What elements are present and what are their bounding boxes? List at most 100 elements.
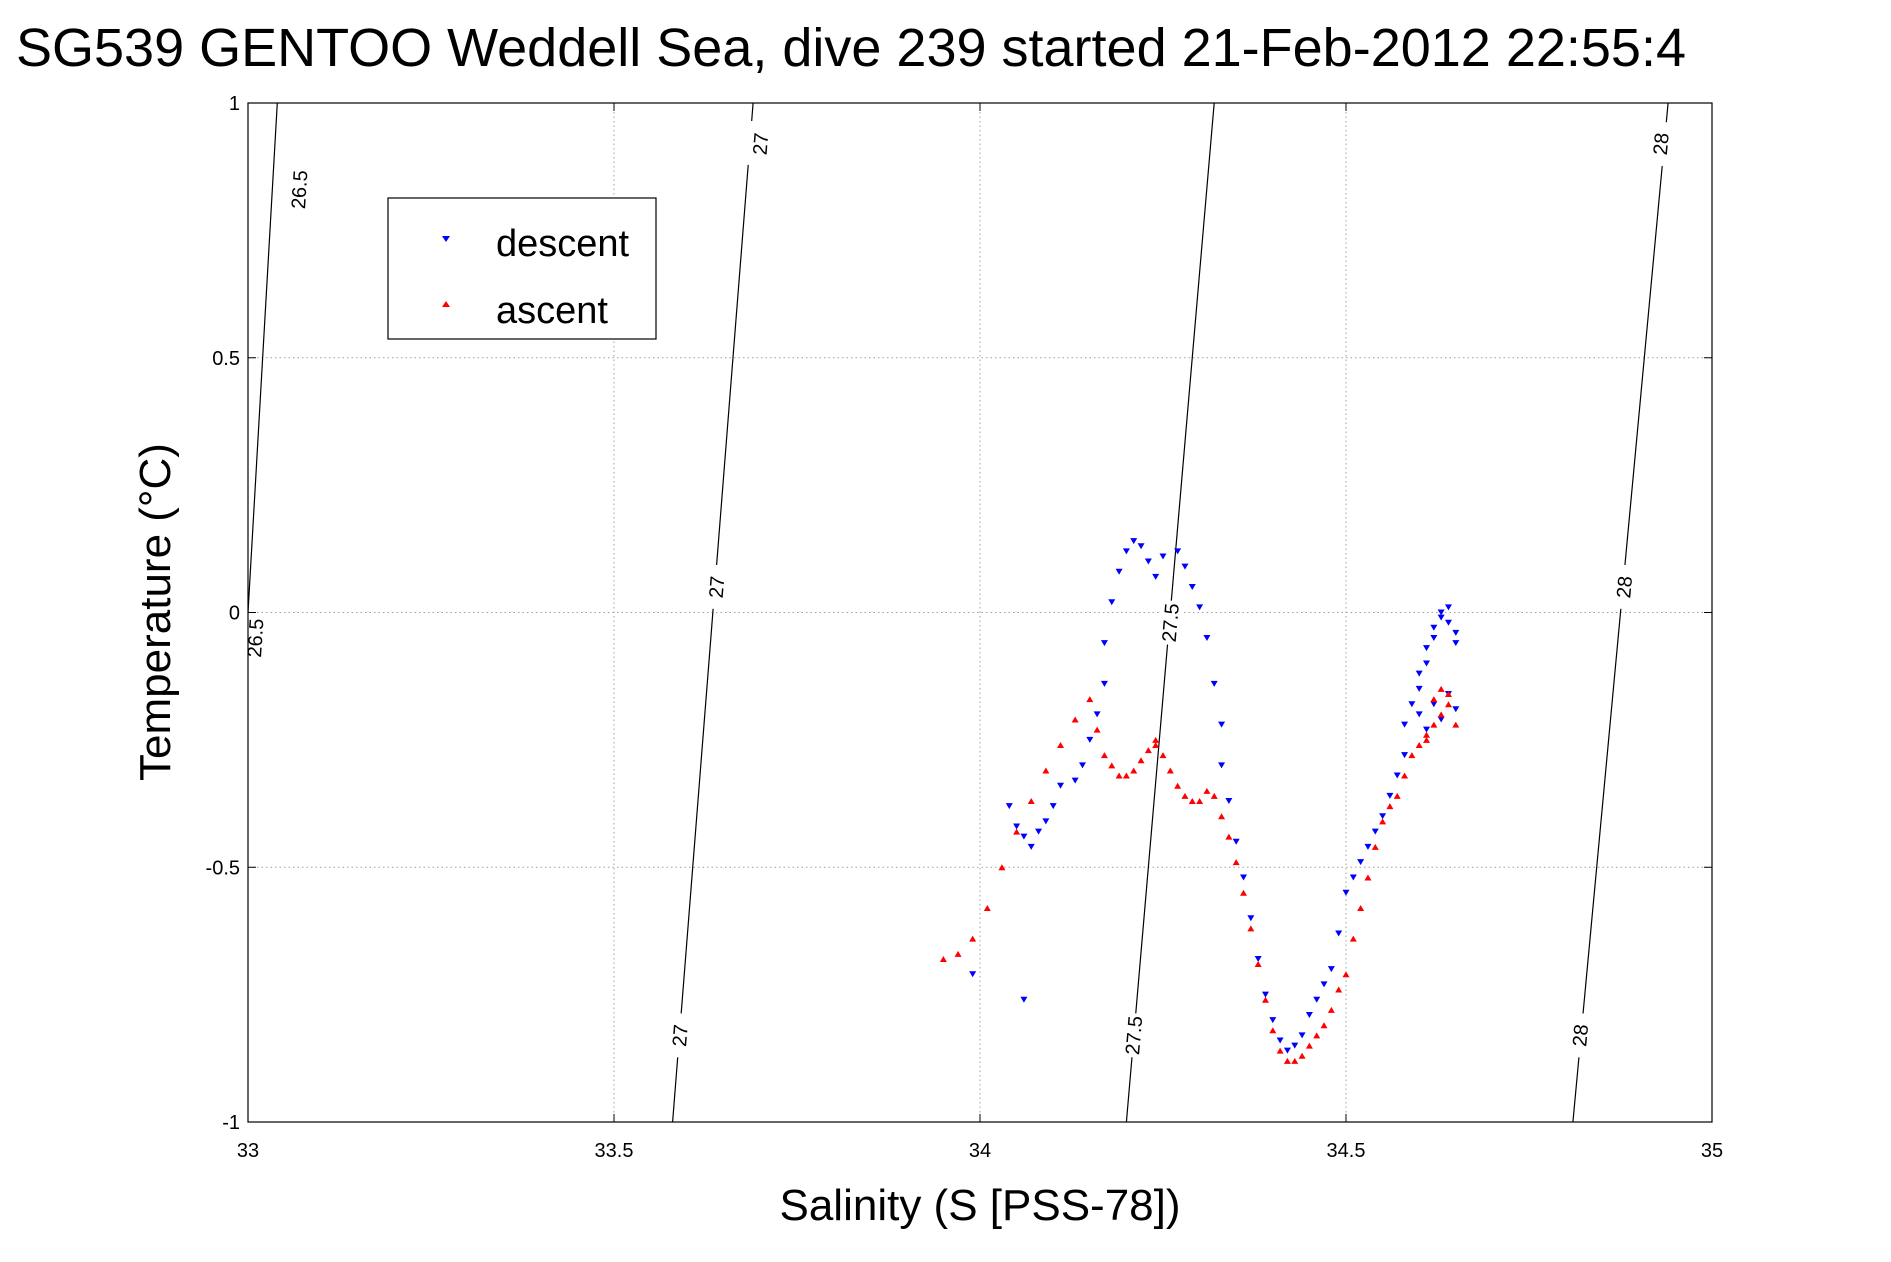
- ascent-point: [1401, 772, 1409, 779]
- descent-point: [1444, 604, 1452, 611]
- density-contour-27: [672, 103, 754, 1122]
- contour-label: 27.5: [1159, 602, 1184, 643]
- ascent-point: [1371, 843, 1379, 850]
- contour-label-bg: [1119, 1012, 1148, 1059]
- descent-point: [1232, 838, 1240, 845]
- y-axis-label: Temperature (°C): [131, 443, 180, 781]
- contour-label: 28: [1569, 1023, 1593, 1047]
- descent-point: [1152, 573, 1160, 580]
- descent-point: [1071, 777, 1079, 784]
- contour-label-bg: [1610, 564, 1639, 611]
- ascent-point: [1115, 772, 1123, 779]
- descent-point: [1174, 548, 1182, 555]
- legend-ascent-label: ascent: [496, 290, 608, 332]
- ascent-point: [1013, 828, 1021, 835]
- descent-point: [1159, 553, 1167, 560]
- ascent-point: [1144, 747, 1152, 754]
- ascent-point: [1027, 798, 1035, 805]
- descent-point: [1210, 680, 1218, 687]
- descent-point: [1430, 701, 1438, 708]
- ascent-point: [1100, 752, 1108, 759]
- contour-label: 27.5: [1122, 1015, 1147, 1056]
- descent-point: [1415, 711, 1423, 718]
- y-axis-ticks: -1 -0.5 0 0.5 1: [206, 93, 1712, 1134]
- ascent-point: [1196, 798, 1204, 805]
- descent-point: [1452, 629, 1460, 636]
- ascent-point: [1335, 986, 1343, 993]
- ascent-point: [1188, 798, 1196, 805]
- ascent-point: [1137, 757, 1145, 764]
- ascent-point: [1210, 792, 1218, 799]
- ascent-point: [1379, 818, 1387, 825]
- ascent-point: [1159, 752, 1167, 759]
- descent-point: [1423, 660, 1431, 667]
- contour-label: 27: [750, 132, 774, 156]
- ascent-point: [1393, 792, 1401, 799]
- ascent-point: [1240, 889, 1248, 896]
- descent-point: [1247, 915, 1255, 922]
- descent-point: [1430, 624, 1438, 631]
- ascent-point: [1444, 691, 1452, 698]
- descent-point: [1401, 752, 1409, 759]
- ascent-point: [1364, 874, 1372, 881]
- y-tick-label: 0.5: [212, 348, 240, 370]
- descent-point: [1144, 558, 1152, 565]
- descent-point: [1218, 721, 1226, 728]
- x-tick-label: 33: [237, 1140, 259, 1162]
- descent-point: [1049, 803, 1057, 810]
- contour-label: 28: [1650, 132, 1674, 156]
- descent-point: [1013, 823, 1021, 830]
- ascent-point: [939, 955, 947, 962]
- ascent-point: [1437, 711, 1445, 718]
- ascent-point: [1071, 716, 1079, 723]
- ascent-point: [1042, 767, 1050, 774]
- ascent-point: [1357, 905, 1365, 912]
- descent-point: [1188, 584, 1196, 591]
- descent-point: [1276, 1037, 1284, 1044]
- descent-point: [1122, 548, 1130, 555]
- ascent-point: [1423, 736, 1431, 743]
- descent-point: [1254, 955, 1262, 962]
- legend-descent-label: descent: [496, 223, 630, 265]
- ascent-point: [1444, 701, 1452, 708]
- descent-point: [1401, 721, 1409, 728]
- descent-point: [1423, 645, 1431, 652]
- y-tick-label: -1: [222, 1112, 240, 1134]
- descent-point: [1415, 670, 1423, 677]
- ascent-point: [1174, 782, 1182, 789]
- ascent-point: [1452, 721, 1460, 728]
- ascent-point: [1122, 772, 1130, 779]
- y-tick-label: -0.5: [206, 857, 240, 879]
- ascent-point: [1386, 803, 1394, 810]
- descent-point: [1100, 680, 1108, 687]
- density-contour-28: [1572, 103, 1669, 1122]
- ascent-point: [1152, 741, 1160, 748]
- ascent-point: [998, 864, 1006, 871]
- legend-ascent-marker: [442, 301, 450, 307]
- ascent-point: [1203, 787, 1211, 794]
- descent-point: [1320, 981, 1328, 988]
- descent-point: [1444, 619, 1452, 626]
- ascent-point: [1349, 935, 1357, 942]
- contour-label: 27: [669, 1024, 693, 1048]
- descent-point: [1408, 701, 1416, 708]
- ascent-point: [1298, 1052, 1306, 1059]
- descent-point: [1393, 772, 1401, 779]
- descent-point: [1327, 966, 1335, 973]
- contour-label-bg: [1156, 599, 1185, 646]
- descent-point: [1291, 1042, 1299, 1049]
- descent-point: [1364, 843, 1372, 850]
- descent-point: [1005, 803, 1013, 810]
- contour-label-bg: [285, 166, 313, 213]
- x-axis-label: Salinity (S [PSS-78]): [779, 1181, 1180, 1230]
- descent-point: [1305, 1012, 1313, 1019]
- contour-label-bg: [1566, 1012, 1595, 1059]
- descent-point: [1313, 996, 1321, 1003]
- contour-label-bg: [746, 120, 775, 167]
- descent-point: [1020, 833, 1028, 840]
- descent-point: [1027, 843, 1035, 850]
- contour-label-bg: [1646, 120, 1675, 167]
- ascent-point: [1218, 813, 1226, 820]
- descent-point: [1042, 818, 1050, 825]
